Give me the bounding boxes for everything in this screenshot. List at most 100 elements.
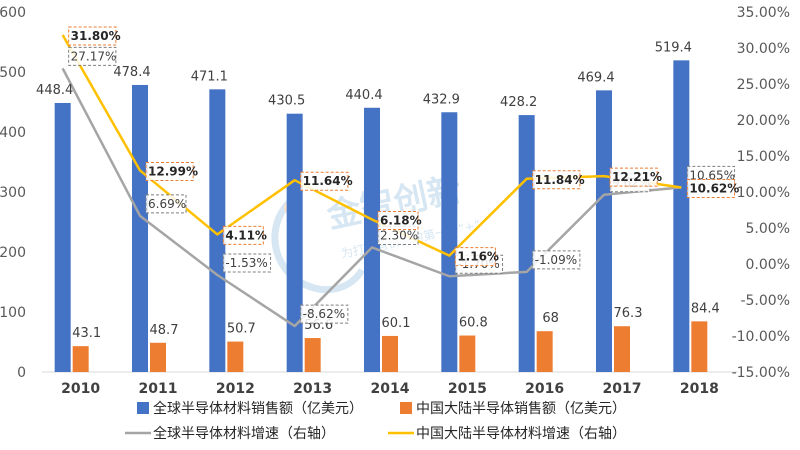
line-label-box	[300, 304, 349, 324]
line-label-box	[222, 253, 272, 273]
y-left-tick-label: 100	[0, 305, 26, 321]
bar-data-label: 448.4	[36, 83, 73, 98]
bar-data-label: 60.8	[459, 316, 488, 331]
line-data-label: 12.99%	[148, 164, 198, 178]
bar-data-label: 471.1	[191, 69, 228, 84]
x-tick-label: 2010	[61, 381, 100, 397]
x-tick-label: 2018	[680, 381, 719, 397]
bar-data-label: 440.4	[345, 88, 382, 103]
x-tick-label: 2017	[603, 381, 642, 397]
x-tick-label: 2013	[293, 381, 332, 397]
y-left-tick-label: 600	[0, 5, 26, 21]
bar-global	[596, 90, 612, 373]
y-right-tick-label: 15.00%	[737, 149, 790, 165]
line-data-label: -1.53%	[225, 256, 267, 270]
line-label-box	[222, 225, 264, 245]
bar-global	[441, 112, 458, 372]
y-left-tick-label: 300	[0, 185, 26, 201]
line-label-box	[145, 161, 194, 181]
line-data-label: 1.16%	[457, 250, 499, 264]
y-right-tick-label: 30.00%	[737, 41, 790, 57]
bar-global	[209, 89, 226, 372]
bar-data-label: 48.7	[150, 323, 179, 338]
bar-global	[673, 60, 690, 373]
legend: 全球半导体材料销售额（亿美元） 中国大陆半导体销售额（亿美元） 全球半导体材料增速（…	[125, 400, 626, 442]
bar-global	[54, 102, 71, 373]
line-data-label: 10.62%	[689, 182, 739, 196]
line-data-label: 2.30%	[380, 228, 418, 242]
y-left-tick-label: 500	[0, 65, 26, 81]
line-data-label: 6.69%	[148, 197, 186, 211]
x-tick-label: 2016	[525, 381, 564, 397]
y-right-tick-label: -5.00%	[740, 293, 790, 309]
bar-china	[691, 321, 708, 372]
bar-china	[227, 341, 244, 372]
line-data-label: 6.18%	[380, 214, 422, 228]
line-data-label: 12.21%	[612, 170, 662, 184]
y-right-tick-label: 20.00%	[737, 113, 790, 129]
y-right-tick-label: 5.00%	[746, 221, 790, 237]
y-right-tick-label: -10.00%	[732, 329, 790, 345]
x-tick-label: 2014	[371, 381, 410, 397]
bar-china	[459, 335, 476, 372]
line-label-box	[300, 171, 349, 191]
y-left-tick-label: 200	[0, 245, 26, 261]
y-right-tick-label: 0.00%	[746, 257, 790, 273]
line-label-box	[686, 179, 736, 199]
bar-china	[536, 331, 553, 372]
y-right-tick-label: 35.00%	[737, 5, 790, 21]
legend-label: 全球半导体材料增速（右轴）	[153, 425, 335, 442]
legend-label: 中国大陆半导体销售额（亿美元）	[416, 401, 626, 417]
line-label-box	[377, 211, 419, 231]
x-tick-label: 2011	[139, 381, 178, 397]
y-left-tick-label: 0	[17, 365, 26, 381]
bar-global	[132, 84, 148, 373]
bar-china	[150, 342, 166, 372]
bar-china	[304, 338, 321, 372]
bar-data-label: 50.7	[227, 322, 256, 337]
line-label-box	[532, 170, 581, 190]
data-labels-layer: 448.4 478.4 471.1 430.5 440.4 432.9 428.2 469.4…	[36, 26, 739, 341]
series-line	[61, 67, 682, 328]
line-data-label: -1.09%	[535, 253, 577, 267]
bar-data-label: 76.3	[614, 306, 643, 321]
x-tick-label: 2015	[448, 381, 487, 397]
legend-label: 全球半导体材料销售额（亿美元）	[153, 400, 363, 417]
bar-data-label: 84.4	[691, 301, 720, 316]
bar-data-label: 43.1	[72, 326, 101, 341]
line-data-label: 31.80%	[71, 29, 121, 43]
bar-data-label: 469.4	[577, 70, 614, 85]
line-label-box	[145, 194, 187, 214]
y-right-tick-label: 10.00%	[737, 185, 790, 201]
bar-global	[286, 113, 303, 372]
line-data-label: -8.62%	[303, 307, 345, 321]
bar-data-label: 430.5	[268, 94, 305, 109]
bar-global	[518, 115, 535, 372]
line-data-label: 4.11%	[225, 228, 267, 242]
y-right-tick-label: 25.00%	[737, 77, 790, 93]
bar-data-label: 478.4	[113, 65, 150, 80]
bar-china	[72, 346, 89, 372]
bar-global	[364, 107, 380, 372]
bar-data-label: 60.1	[382, 316, 411, 331]
bar-data-label: 432.9	[423, 92, 460, 107]
bar-china	[382, 335, 398, 372]
bar-data-label: 68	[542, 311, 559, 326]
line-data-label: 11.84%	[535, 173, 585, 187]
line-label-box	[609, 167, 658, 187]
line-data-label: 10.65%	[689, 168, 735, 182]
line-label-box	[68, 26, 117, 46]
line-data-label: 27.17%	[71, 49, 117, 63]
line-label-box	[532, 250, 581, 270]
y-right-tick-label: -15.00%	[732, 365, 790, 381]
bar-data-label: 519.4	[655, 40, 692, 55]
line-label-box	[454, 247, 496, 267]
line-label-box	[68, 46, 117, 66]
bar-data-label: 428.2	[500, 95, 537, 110]
y-left-tick-label: 400	[0, 125, 26, 141]
bar-china	[614, 326, 630, 372]
axes-layer: 0 100 200 300 400 500 600 -15.00% -10.00% -5.00% 0…	[0, 5, 790, 397]
x-tick-label: 2012	[216, 381, 255, 397]
legend-label: 中国大陆半导体材料增速（右轴）	[416, 426, 626, 442]
